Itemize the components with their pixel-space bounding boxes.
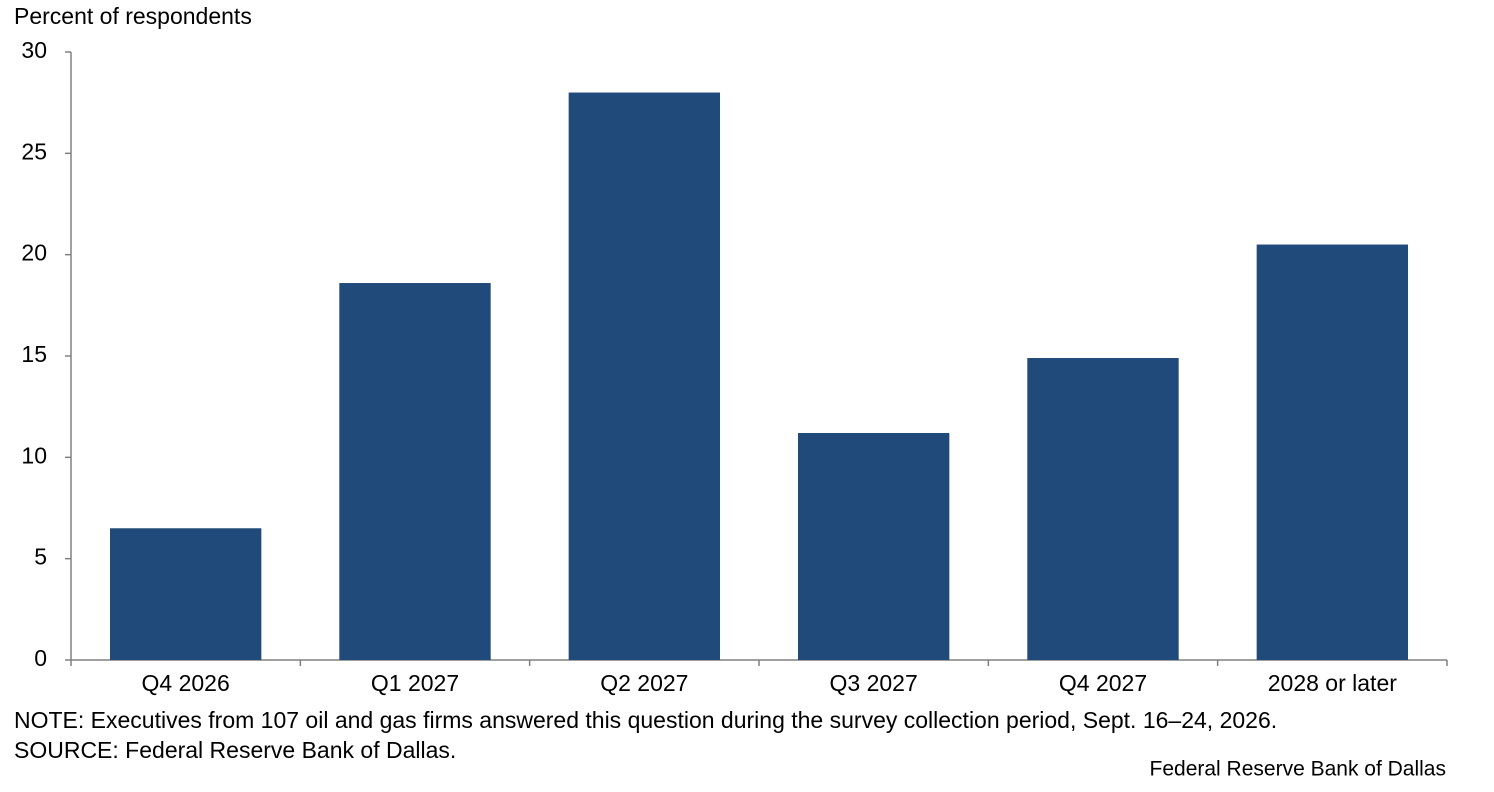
x-tick-label: Q4 2027	[1059, 670, 1147, 696]
source: SOURCE: Federal Reserve Bank of Dallas.	[14, 737, 456, 763]
x-tick-label: 2028 or later	[1268, 670, 1397, 696]
bar	[109, 528, 262, 660]
bar	[1027, 358, 1179, 660]
x-tick-label: Q1 2027	[371, 670, 459, 696]
x-tick-label: Q4 2026	[142, 670, 230, 696]
y-axis-label: Percent of respondents	[14, 3, 252, 29]
y-tick-label: 10	[21, 442, 47, 468]
y-tick-label: 5	[34, 544, 47, 570]
x-tick-label: Q2 2027	[600, 670, 688, 696]
x-tick-label: Q3 2027	[830, 670, 918, 696]
bar	[1256, 244, 1409, 661]
y-tick-label: 20	[21, 240, 47, 266]
bar	[568, 92, 721, 661]
y-tick-label: 25	[21, 138, 47, 164]
y-tick-label: 15	[21, 341, 47, 367]
credit: Federal Reserve Bank of Dallas	[1150, 758, 1446, 781]
bar	[797, 433, 950, 660]
y-tick-label: 30	[21, 37, 47, 63]
bar	[339, 283, 491, 660]
y-tick-label: 0	[34, 645, 47, 671]
note: NOTE: Executives from 107 oil and gas fi…	[14, 707, 1277, 733]
